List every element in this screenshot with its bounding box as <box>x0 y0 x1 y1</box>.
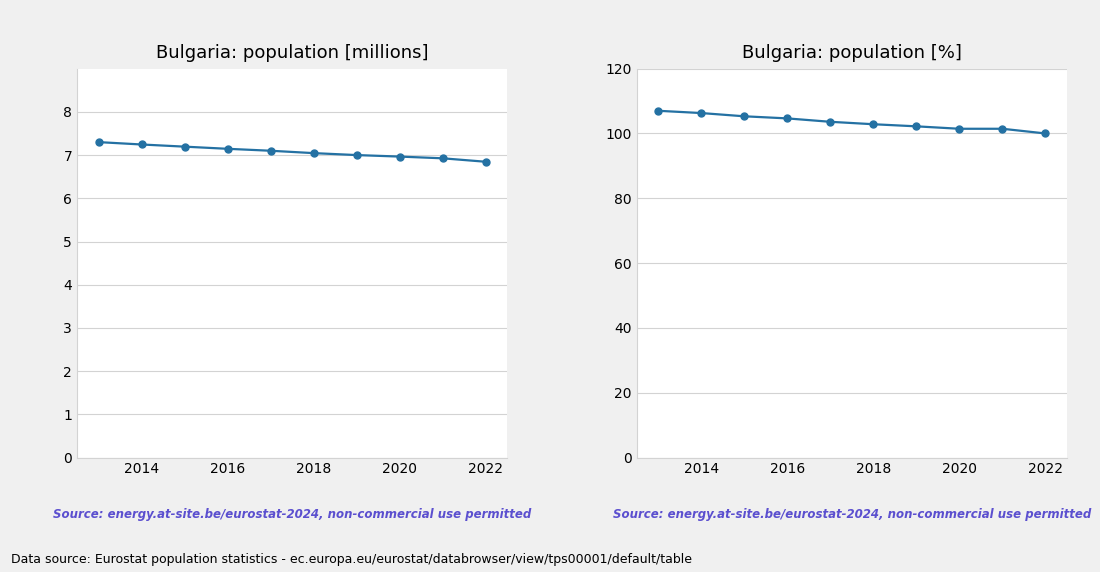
Title: Bulgaria: population [%]: Bulgaria: population [%] <box>741 43 961 62</box>
Title: Bulgaria: population [millions]: Bulgaria: population [millions] <box>156 43 429 62</box>
Text: Source: energy.at-site.be/eurostat-2024, non-commercial use permitted: Source: energy.at-site.be/eurostat-2024,… <box>53 508 531 521</box>
Text: Source: energy.at-site.be/eurostat-2024, non-commercial use permitted: Source: energy.at-site.be/eurostat-2024,… <box>613 508 1091 521</box>
Text: Data source: Eurostat population statistics - ec.europa.eu/eurostat/databrowser/: Data source: Eurostat population statist… <box>11 553 692 566</box>
